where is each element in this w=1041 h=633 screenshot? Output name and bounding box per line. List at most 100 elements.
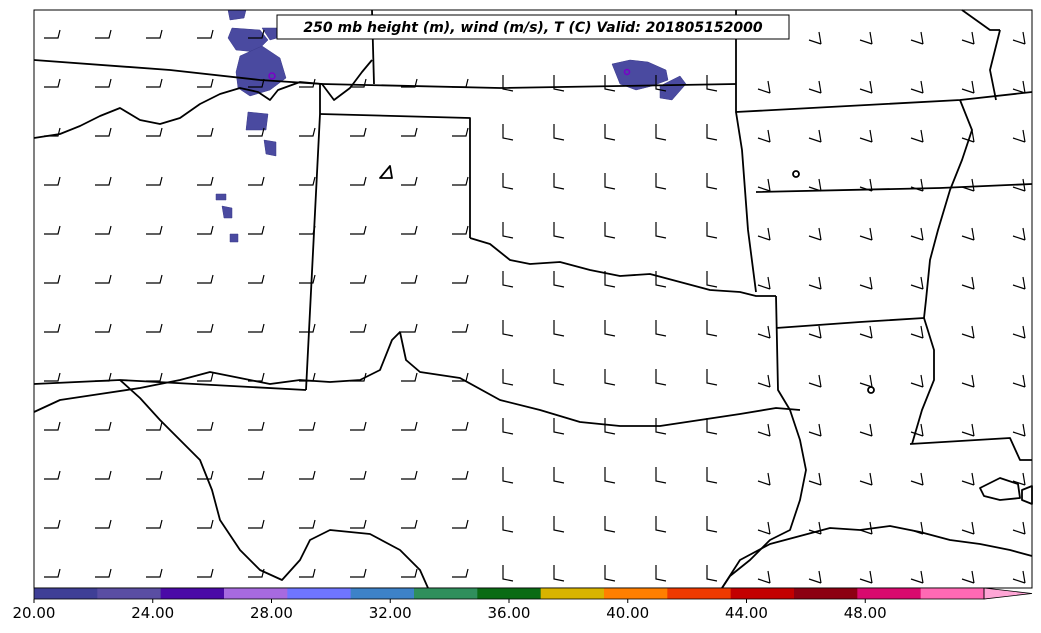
wind-barb [757, 521, 771, 535]
wind-barb [961, 129, 975, 143]
wind-barb [910, 129, 924, 143]
wind-barb [808, 227, 822, 241]
wind-barb [757, 374, 771, 388]
wind-barb [401, 176, 418, 186]
wind-barb [95, 372, 112, 382]
wind-barb [350, 78, 367, 88]
wind-barb [95, 470, 112, 480]
wind-barb [604, 369, 616, 386]
wind-barb [655, 173, 667, 190]
wind-barb [452, 176, 469, 186]
wind-barb [1012, 178, 1026, 192]
wind-barb [910, 325, 924, 339]
colorbar-segment [857, 588, 922, 599]
wind-barb [299, 470, 316, 480]
wind-barb [808, 178, 822, 192]
wind-barb [706, 173, 718, 190]
wind-barb [859, 80, 873, 94]
wind-barb [553, 271, 565, 288]
wind-barb [859, 276, 873, 290]
wind-barb [95, 78, 112, 88]
wind-barb [859, 570, 873, 584]
wind-barb [350, 372, 367, 382]
wind-barb [706, 516, 718, 533]
wind-barb [146, 176, 163, 186]
wind-barb [502, 516, 514, 533]
wind-barb [808, 570, 822, 584]
wind-barb [299, 176, 316, 186]
wind-barb [655, 75, 667, 92]
colorbar-tick-label: 20.00 [13, 604, 56, 622]
wind-barb [961, 570, 975, 584]
colorbar-segment [730, 588, 795, 599]
wind-barb [44, 274, 61, 284]
wind-barb [197, 78, 214, 88]
wind-barb [655, 369, 667, 386]
wind-barb [299, 78, 316, 88]
wind-barb [706, 565, 718, 582]
colorbar-tick-label: 36.00 [488, 604, 531, 622]
wind-barb [1012, 521, 1026, 535]
wind-barb [910, 80, 924, 94]
wind-barb [350, 323, 367, 333]
wind-barb [655, 565, 667, 582]
wind-barb [961, 472, 975, 486]
wind-barb [452, 470, 469, 480]
wind-barb [401, 274, 418, 284]
wind-barb [910, 423, 924, 437]
wind-barb [197, 29, 214, 39]
wind-barb [553, 124, 565, 141]
wind-barb [961, 423, 975, 437]
wind-barb [452, 127, 469, 137]
wind-barb [757, 472, 771, 486]
wind-barb [961, 178, 975, 192]
wind-barb [452, 568, 469, 578]
wind-barb [910, 570, 924, 584]
wind-barb [859, 325, 873, 339]
colorbar-tick-label: 24.00 [131, 604, 174, 622]
wind-barb [757, 80, 771, 94]
wind-barb [44, 323, 61, 333]
wind-barb [859, 31, 873, 45]
colorbar-tick-label: 44.00 [725, 604, 768, 622]
colorbar-extend [983, 587, 1033, 600]
wind-barb [248, 568, 265, 578]
colorbar-tick-label: 28.00 [250, 604, 293, 622]
wind-barb [808, 325, 822, 339]
colorbar-segment [540, 588, 605, 599]
wind-barb [95, 127, 112, 137]
wind-barb [350, 519, 367, 529]
wind-barb [502, 467, 514, 484]
wind-barb [401, 519, 418, 529]
wind-barb [604, 565, 616, 582]
wind-barb [248, 78, 265, 88]
wind-barb [452, 274, 469, 284]
wind-barb [502, 418, 514, 435]
wind-barb [1012, 80, 1026, 94]
boundaries [33, 9, 1033, 589]
wind-barb [553, 75, 565, 92]
wind-barb [553, 467, 565, 484]
temp-hotspot [623, 68, 631, 76]
wind-barb [604, 173, 616, 190]
colorbar-segment [97, 588, 162, 599]
wind-barb [95, 225, 112, 235]
wind-barb [553, 222, 565, 239]
wind-barb [452, 78, 469, 88]
wind-barb [95, 29, 112, 39]
wind-barb [1012, 129, 1026, 143]
wind-barb [1012, 227, 1026, 241]
colorbar-segment [920, 588, 985, 599]
wind-barb [350, 225, 367, 235]
colorbar-segment [287, 588, 352, 599]
colorbar-segment [160, 588, 225, 599]
wind-barb [146, 127, 163, 137]
wind-barb [44, 176, 61, 186]
wind-barb [197, 372, 214, 382]
wind-barb [961, 374, 975, 388]
wind-barb [604, 516, 616, 533]
wind-barb [350, 568, 367, 578]
wind-barb [452, 421, 469, 431]
wind-barb [961, 80, 975, 94]
map-title: 250 mb height (m), wind (m/s), T (C) Val… [276, 14, 790, 40]
